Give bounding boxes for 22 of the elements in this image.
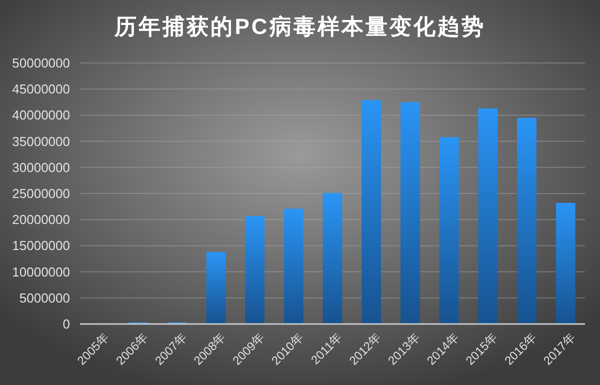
y-tick-label: 5000000 [19, 290, 70, 306]
y-tick-label: 30000000 [12, 160, 70, 175]
bar [400, 102, 420, 324]
bar [517, 118, 536, 324]
y-tick-label: 50000000 [12, 56, 70, 70]
y-tick-label: 40000000 [12, 108, 70, 123]
y-tick-label: 35000000 [12, 134, 70, 149]
y-tick-label: 15000000 [12, 238, 70, 254]
bar [478, 108, 498, 324]
y-tick-label: 20000000 [12, 212, 70, 228]
bar [284, 208, 304, 324]
chart-title: 历年捕获的PC病毒样本量变化趋势 [114, 14, 486, 39]
y-tick-label: 25000000 [12, 186, 70, 201]
bar [439, 137, 459, 324]
bar [362, 100, 382, 324]
y-tick-label: 0 [62, 316, 70, 332]
bar [556, 202, 576, 324]
y-tick-label: 45000000 [12, 82, 70, 97]
y-tick-label: 10000000 [12, 264, 70, 280]
bar [245, 216, 265, 324]
bar [206, 252, 226, 324]
bar [322, 192, 342, 324]
